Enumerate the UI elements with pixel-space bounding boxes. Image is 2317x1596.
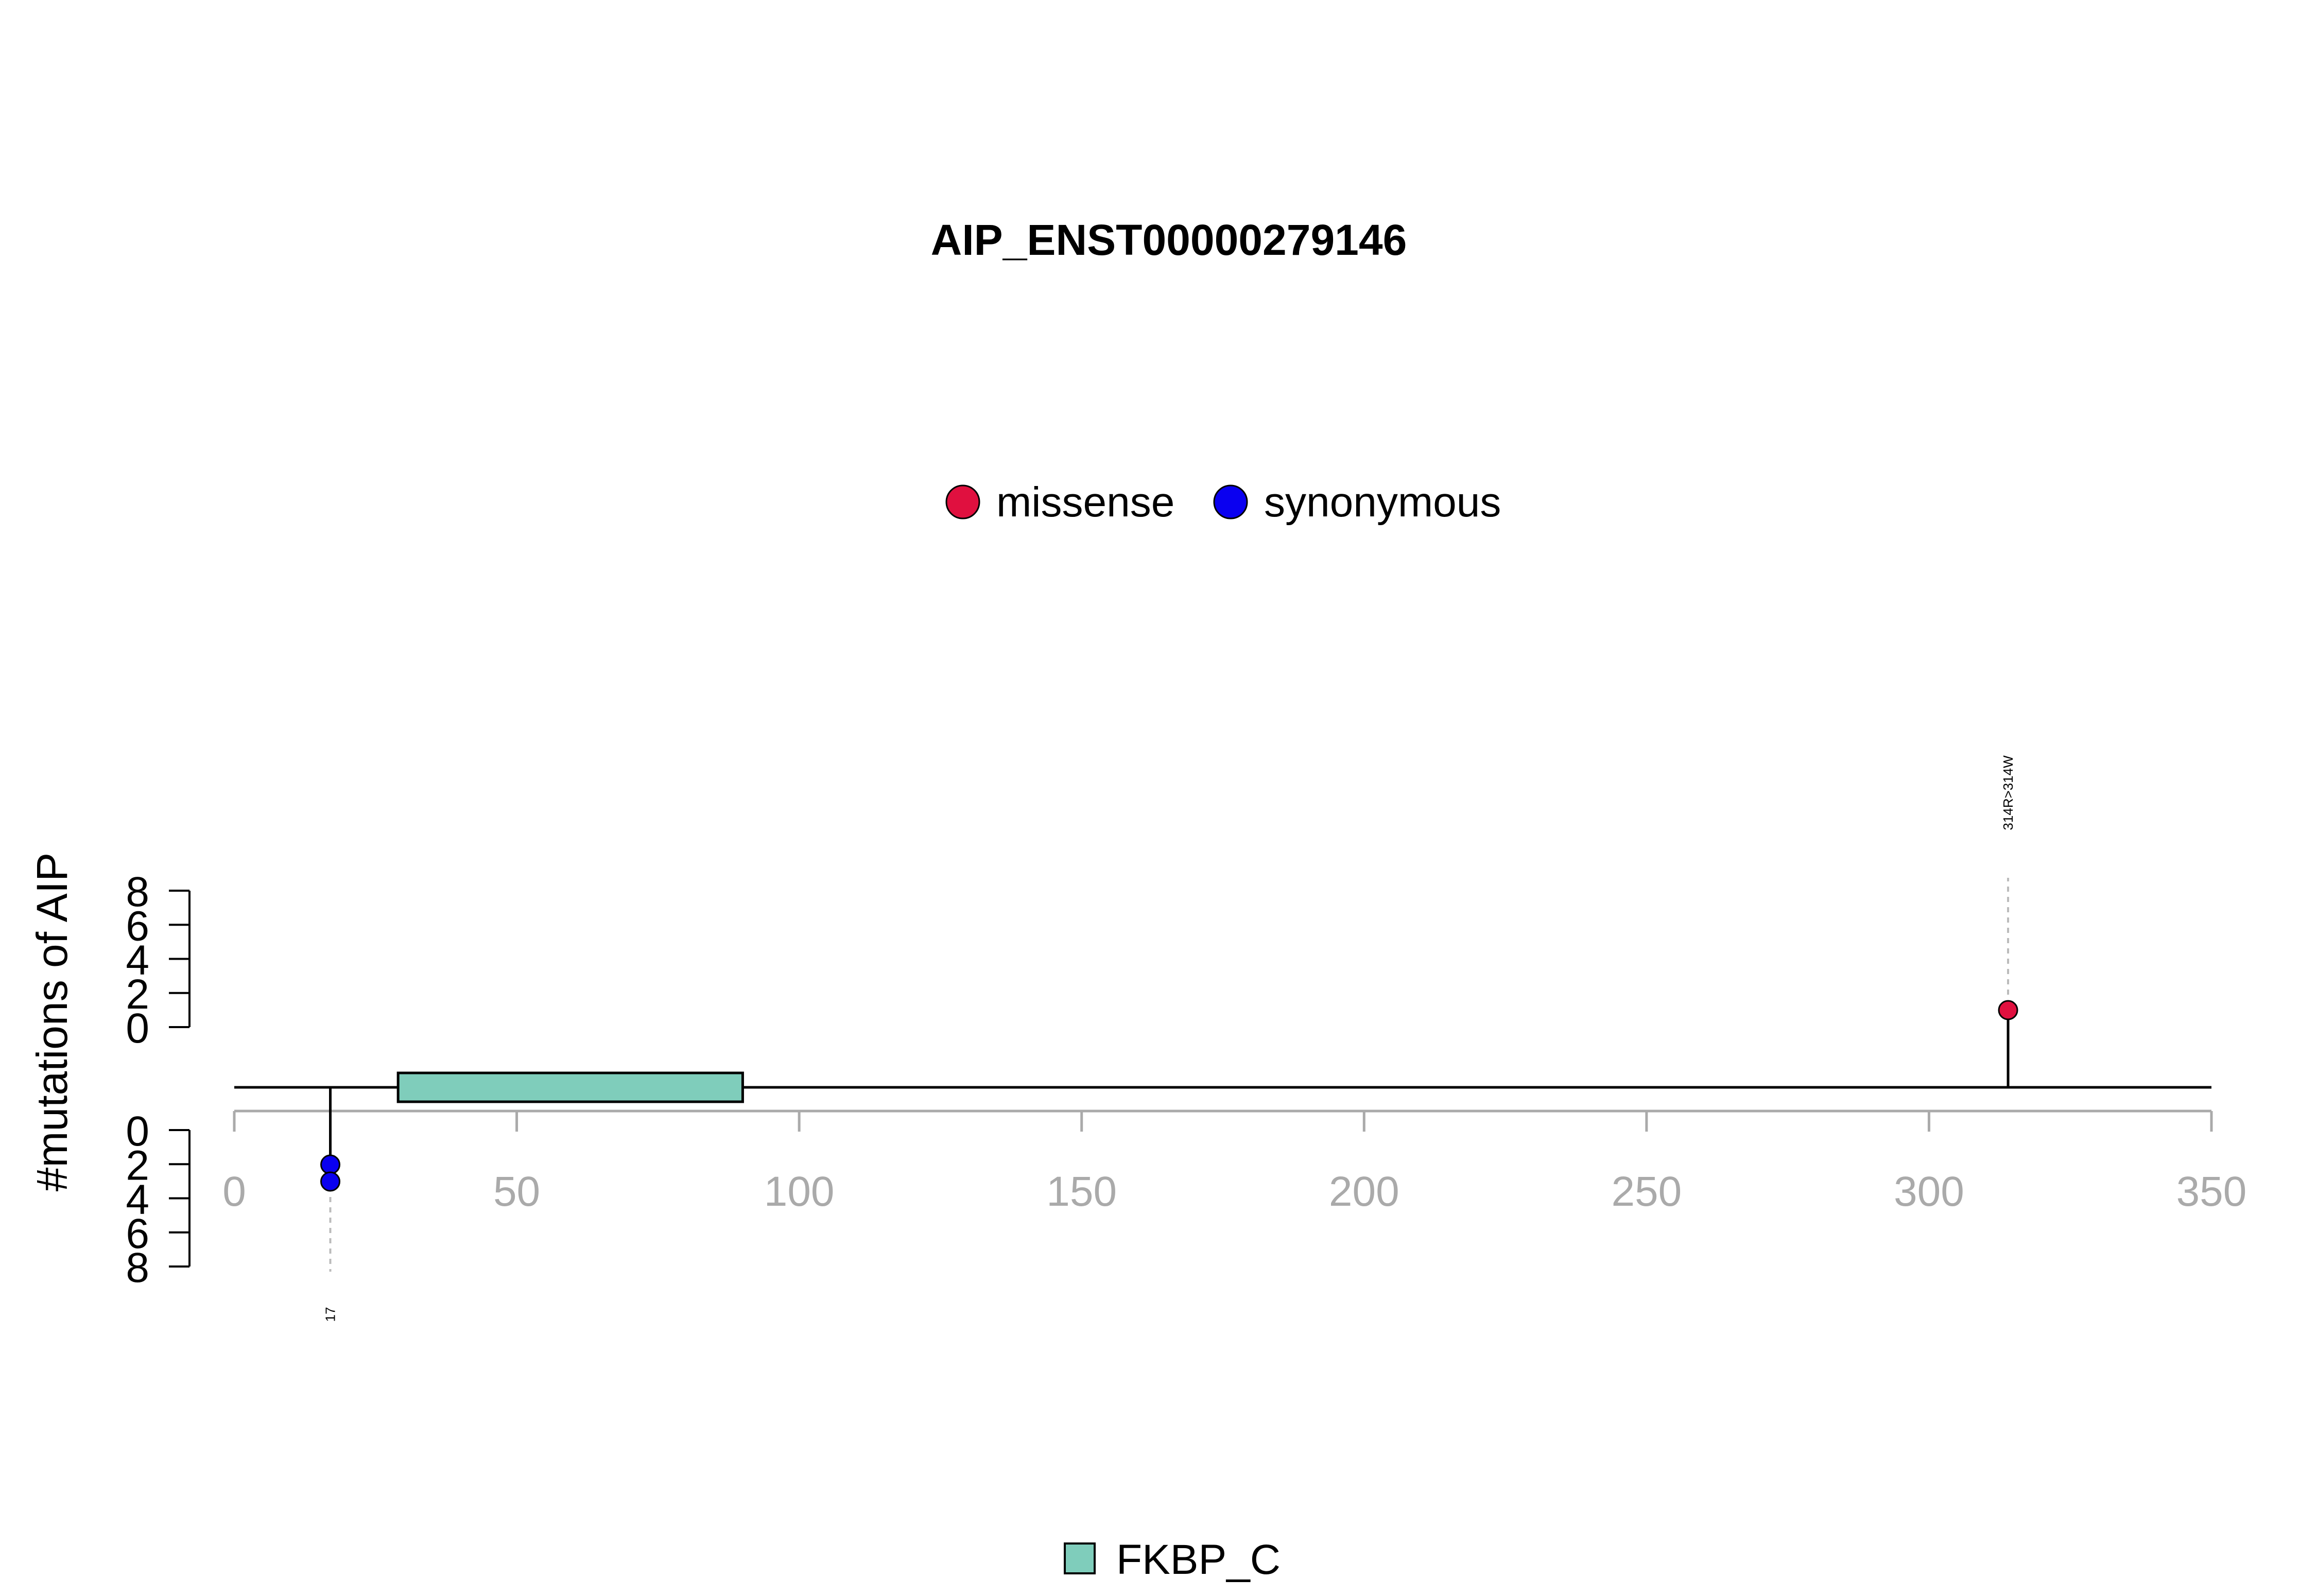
lollipop-head-missense [1998, 1000, 2018, 1020]
x-tick-label: 250 [1611, 1168, 1682, 1215]
lollipop-head-synonymous [320, 1171, 341, 1192]
mutation-label: 314R>314W [2000, 755, 2016, 830]
chart-title: AIP_ENST00000279146 [931, 216, 1407, 264]
legend-marker-synonymous [1213, 484, 1248, 519]
x-axis: 0 50 100 150 200 250 300 350 [222, 1109, 2247, 1215]
x-tick-label: 350 [2176, 1168, 2247, 1215]
mutation-lollipops: 314R>314W 17 [320, 755, 2018, 1322]
legend-marker-missense [945, 484, 980, 519]
legend-label-synonymous: synonymous [1264, 479, 1501, 526]
y-tick-label-top: 0 [126, 1005, 149, 1052]
x-tick-label: 150 [1046, 1168, 1117, 1215]
mutation-label: 17 [323, 1307, 338, 1322]
legend-label-missense: missense [996, 479, 1174, 526]
y-tick-label-bottom: 4 [126, 1176, 149, 1223]
y-tick-label-top: 6 [126, 903, 149, 949]
legend-domain-marker [1064, 1542, 1096, 1574]
x-tick-label: 300 [1894, 1168, 1964, 1215]
legend-domain-label: FKBP_C [1116, 1536, 1281, 1583]
y-tick-label-bottom: 0 [126, 1108, 149, 1155]
domain-boxes [396, 1071, 744, 1103]
domain-FKBP_C [396, 1071, 744, 1103]
x-tick-label: 50 [493, 1168, 540, 1215]
x-tick-label: 100 [764, 1168, 835, 1215]
y-axis-label: #mutations of AIP [28, 853, 76, 1191]
y-tick-label-bottom: 8 [126, 1244, 149, 1291]
x-tick-label: 200 [1329, 1168, 1399, 1215]
y-tick-label-top: 4 [126, 937, 149, 984]
y-tick-label-top: 2 [126, 971, 149, 1018]
domain-legend: FKBP_C [1064, 1536, 1281, 1583]
y-tick-label-bottom: 6 [126, 1210, 149, 1257]
x-tick-label: 0 [222, 1168, 246, 1215]
mutation-legend: missense synonymous [945, 479, 1501, 526]
lollipop-head-synonymous [320, 1154, 341, 1175]
y-tick-label-bottom: 2 [126, 1142, 149, 1189]
y-tick-label-top: 8 [126, 869, 149, 915]
